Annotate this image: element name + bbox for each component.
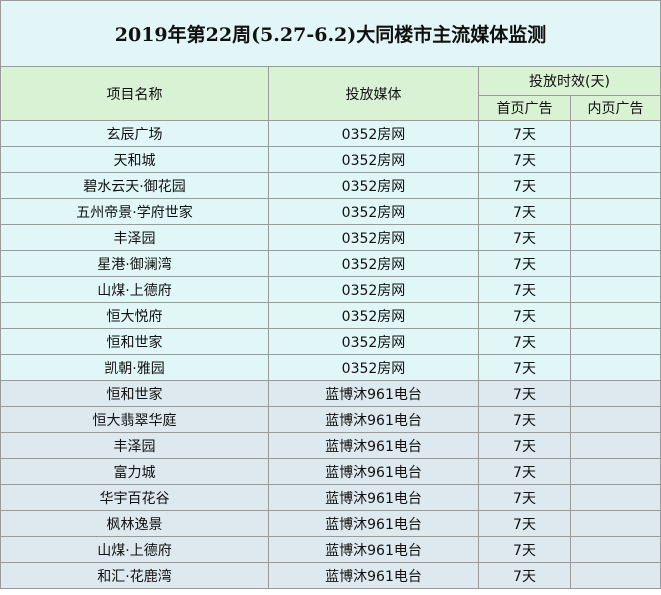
- table-cell: 蓝博沐961电台: [268, 458, 479, 485]
- table-cell: 0352房网: [268, 224, 479, 251]
- empty-cell: [569, 510, 661, 537]
- table-cell: 7天: [478, 198, 571, 225]
- table-cell: 0352房网: [268, 328, 479, 355]
- table-row: 山煤·上德府 0352房网 7天: [0, 276, 661, 303]
- table-cell: 0352房网: [268, 354, 479, 381]
- table-row: 枫林逸景 蓝博沐961电台 7天: [0, 510, 661, 537]
- table-cell: 天和城: [0, 146, 269, 173]
- table-cell: 7天: [478, 432, 571, 459]
- empty-cell: [569, 224, 661, 251]
- table-cell: 7天: [478, 536, 571, 563]
- header-cell: 首页广告: [478, 95, 571, 121]
- table-cell: 蓝博沐961电台: [268, 536, 479, 563]
- table-cell: 0352房网: [268, 172, 479, 199]
- table-cell: 恒和世家: [0, 380, 269, 407]
- empty-cell: [569, 172, 661, 199]
- table-cell: 丰泽园: [0, 224, 269, 251]
- table-cell: 恒和世家: [0, 328, 269, 355]
- table-row: 天和城 0352房网 7天: [0, 146, 661, 173]
- table-cell: 玄辰广场: [0, 120, 269, 147]
- table-cell: 7天: [478, 354, 571, 381]
- table-cell: 7天: [478, 276, 571, 303]
- table-cell: 7天: [478, 224, 571, 251]
- empty-cell: [569, 536, 661, 563]
- table-cell: 蓝博沐961电台: [268, 562, 479, 589]
- empty-cell: [569, 406, 661, 433]
- table-row: 星港·御澜湾 0352房网 7天: [0, 250, 661, 277]
- table-cell: 蓝博沐961电台: [268, 484, 479, 511]
- table-cell: 山煤·上德府: [0, 536, 269, 563]
- table-cell: 7天: [478, 380, 571, 407]
- table-cell: 7天: [478, 406, 571, 433]
- table-cell: 7天: [478, 120, 571, 147]
- table-cell: 7天: [478, 250, 571, 277]
- table-cell: 蓝博沐961电台: [268, 380, 479, 407]
- header-cell: 项目名称: [0, 66, 269, 121]
- empty-cell: [569, 458, 661, 485]
- table-row: 恒大翡翠华庭 蓝博沐961电台 7天: [0, 406, 661, 433]
- table-cell: 7天: [478, 458, 571, 485]
- empty-cell: [569, 120, 661, 147]
- table-cell: 蓝博沐961电台: [268, 432, 479, 459]
- table-cell: 7天: [478, 328, 571, 355]
- table-cell: 7天: [478, 484, 571, 511]
- table-row: 五州帝景·学府世家 0352房网 7天: [0, 198, 661, 225]
- empty-cell: [569, 146, 661, 173]
- table-cell: 恒大悦府: [0, 302, 269, 329]
- empty-cell: [569, 302, 661, 329]
- table-row: 丰泽园 蓝博沐961电台 7天: [0, 432, 661, 459]
- table-cell: 7天: [478, 562, 571, 589]
- empty-cell: [569, 562, 661, 589]
- table-cell: 碧水云天·御花园: [0, 172, 269, 199]
- table-row: 碧水云天·御花园 0352房网 7天: [0, 172, 661, 199]
- table-row: 恒大悦府 0352房网 7天: [0, 302, 661, 329]
- table-cell: 华宇百花谷: [0, 484, 269, 511]
- table-cell: 恒大翡翠华庭: [0, 406, 269, 433]
- empty-cell: [569, 380, 661, 407]
- table-cell: 五州帝景·学府世家: [0, 198, 269, 225]
- empty-cell: [569, 484, 661, 511]
- empty-cell: [569, 250, 661, 277]
- table-cell: 丰泽园: [0, 432, 269, 459]
- header-cell: 投放时效(天): [477, 66, 661, 96]
- empty-cell: [569, 354, 661, 381]
- table-row: 和汇·花鹿湾 蓝博沐961电台 7天: [0, 562, 661, 589]
- table-cell: 凯朝·雅园: [0, 354, 269, 381]
- table-row: 恒和世家 0352房网 7天: [0, 328, 661, 355]
- table-row: 丰泽园 0352房网 7天: [0, 224, 661, 251]
- header-cell: 内页广告: [569, 95, 661, 121]
- table-cell: 蓝博沐961电台: [268, 406, 479, 433]
- table-cell: 星港·御澜湾: [0, 250, 269, 277]
- table-cell: 7天: [478, 146, 571, 173]
- table-cell: 蓝博沐961电台: [268, 510, 479, 537]
- table-row: 富力城 蓝博沐961电台 7天: [0, 458, 661, 485]
- empty-cell: [569, 276, 661, 303]
- empty-cell: [569, 432, 661, 459]
- table-row: 山煤·上德府 蓝博沐961电台 7天: [0, 536, 661, 563]
- table-cell: 7天: [478, 302, 571, 329]
- table-cell: 0352房网: [268, 276, 479, 303]
- table-cell: 7天: [478, 510, 571, 537]
- table-cell: 0352房网: [268, 146, 479, 173]
- table-cell: 山煤·上德府: [0, 276, 269, 303]
- table-row: 玄辰广场 0352房网 7天: [0, 120, 661, 147]
- header-cell: 投放媒体: [268, 66, 479, 121]
- table-row: 凯朝·雅园 0352房网 7天: [0, 354, 661, 381]
- table-row: 华宇百花谷 蓝博沐961电台 7天: [0, 484, 661, 511]
- table-cell: 7天: [478, 172, 571, 199]
- empty-cell: [569, 198, 661, 225]
- table-cell: 0352房网: [268, 302, 479, 329]
- table-cell: 0352房网: [268, 250, 479, 277]
- table-cell: 0352房网: [268, 120, 479, 147]
- table-title: 2019年第22周(5.27-6.2)大同楼市主流媒体监测: [0, 0, 661, 67]
- table-cell: 和汇·花鹿湾: [0, 562, 269, 589]
- table-cell: 0352房网: [268, 198, 479, 225]
- table-cell: 富力城: [0, 458, 269, 485]
- table-row: 恒和世家 蓝博沐961电台 7天: [0, 380, 661, 407]
- table-cell: 枫林逸景: [0, 510, 269, 537]
- empty-cell: [569, 328, 661, 355]
